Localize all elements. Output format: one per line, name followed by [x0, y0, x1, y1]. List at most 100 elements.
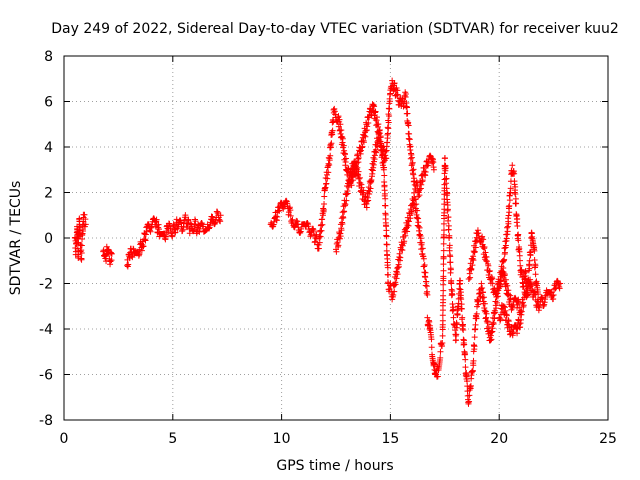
- data-point: [507, 185, 514, 192]
- data-point: [443, 175, 450, 182]
- data-point: [373, 114, 380, 121]
- data-point: [320, 206, 327, 213]
- data-point: [511, 170, 518, 177]
- data-point: [339, 134, 346, 141]
- data-point: [339, 135, 346, 142]
- data-point: [394, 271, 401, 278]
- data-point: [414, 182, 421, 189]
- data-point: [342, 201, 349, 208]
- data-point: [81, 211, 88, 218]
- data-point: [491, 315, 498, 322]
- data-point: [324, 175, 331, 182]
- data-point: [440, 296, 447, 303]
- data-point: [516, 257, 523, 264]
- data-point: [341, 208, 348, 215]
- data-point: [78, 242, 85, 249]
- data-point: [391, 80, 398, 87]
- data-point: [383, 227, 390, 234]
- data-point: [317, 233, 324, 240]
- data-point: [483, 310, 490, 317]
- data-point: [371, 103, 378, 110]
- y-tick-label: 6: [44, 95, 53, 111]
- data-point: [440, 267, 447, 274]
- data-point: [440, 275, 447, 282]
- data-point: [485, 262, 492, 269]
- data-point: [518, 308, 525, 315]
- data-point: [217, 218, 224, 225]
- data-point: [417, 235, 424, 242]
- data-point: [401, 238, 408, 245]
- data-point: [509, 162, 516, 169]
- x-tick-label: 5: [168, 431, 177, 447]
- data-point: [108, 250, 115, 257]
- data-point: [457, 277, 464, 284]
- data-point: [298, 225, 305, 232]
- data-point: [437, 354, 444, 361]
- data-point: [394, 264, 401, 271]
- data-point: [447, 266, 454, 273]
- data-point: [355, 155, 362, 162]
- data-point: [406, 130, 413, 137]
- data-point: [471, 334, 478, 341]
- data-point: [321, 193, 328, 200]
- data-point: [142, 237, 149, 244]
- data-point: [355, 175, 362, 182]
- data-point: [351, 161, 358, 168]
- data-point: [362, 127, 369, 134]
- data-point: [440, 247, 447, 254]
- data-point: [512, 190, 519, 197]
- data-point: [506, 209, 513, 216]
- data-point: [368, 177, 375, 184]
- data-point: [377, 134, 384, 141]
- data-point: [502, 307, 509, 314]
- data-point: [460, 327, 467, 334]
- data-point: [410, 166, 417, 173]
- data-point: [360, 139, 367, 146]
- data-point: [462, 356, 469, 363]
- data-point: [407, 155, 414, 162]
- data-point: [430, 159, 437, 166]
- data-point: [322, 175, 329, 182]
- data-point: [499, 268, 506, 275]
- data-point: [531, 257, 538, 264]
- data-point: [472, 321, 479, 328]
- data-point: [336, 235, 343, 242]
- y-tick-label: -4: [39, 322, 53, 338]
- data-point: [506, 202, 513, 209]
- data-point: [483, 258, 490, 265]
- data-point: [503, 312, 510, 319]
- data-point: [500, 303, 507, 310]
- data-point: [515, 231, 522, 238]
- data-point: [480, 236, 487, 243]
- data-point: [440, 261, 447, 268]
- data-point: [462, 351, 469, 358]
- data-point: [431, 361, 438, 368]
- data-point: [370, 164, 377, 171]
- data-point: [421, 262, 428, 269]
- data-point: [502, 249, 509, 256]
- data-point: [408, 162, 415, 169]
- data-point: [484, 318, 491, 325]
- data-point: [416, 186, 423, 193]
- data-point: [445, 214, 452, 221]
- data-point: [440, 240, 447, 247]
- data-point: [466, 275, 473, 282]
- data-point: [441, 201, 448, 208]
- data-point: [343, 197, 350, 204]
- data-point: [481, 300, 488, 307]
- data-point: [140, 243, 147, 250]
- data-point: [381, 164, 388, 171]
- data-point: [420, 255, 427, 262]
- data-point: [130, 246, 137, 253]
- data-point: [375, 121, 382, 128]
- data-point: [336, 116, 343, 123]
- data-point: [327, 152, 334, 159]
- data-point: [514, 223, 521, 230]
- data-point: [489, 325, 496, 332]
- data-point: [325, 169, 332, 176]
- data-point: [408, 151, 415, 158]
- data-point: [340, 214, 347, 221]
- data-point: [384, 130, 391, 137]
- data-point: [440, 287, 447, 294]
- data-point: [466, 398, 473, 405]
